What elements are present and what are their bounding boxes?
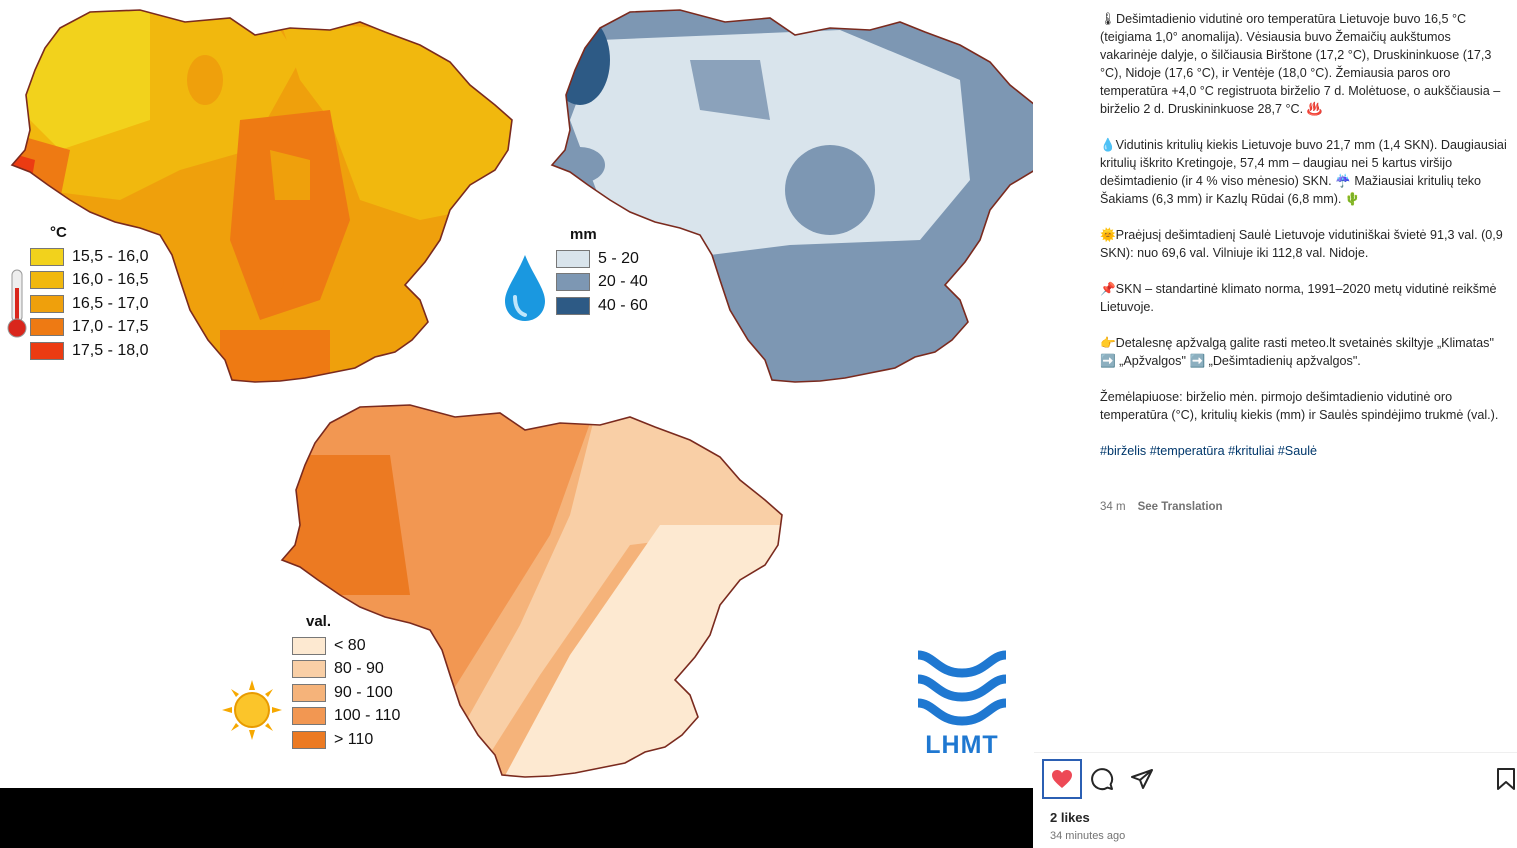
temperature-legend-label: 16,5 - 17,0 bbox=[72, 294, 149, 312]
sunshine-legend: val. < 80 80 - 90 90 - 100 100 - 110 > 110 bbox=[292, 613, 400, 752]
temperature-unit: °C bbox=[50, 224, 67, 241]
temperature-legend: °C 15,5 - 16,0 16,0 - 16,5 16,5 - 17,0 17,0… bbox=[30, 224, 149, 363]
save-button[interactable] bbox=[1486, 759, 1517, 799]
like-button[interactable] bbox=[1042, 759, 1082, 799]
sunshine-legend-label: 80 - 90 bbox=[334, 660, 384, 678]
share-icon bbox=[1131, 769, 1153, 789]
temperature-legend-swatch bbox=[30, 318, 64, 337]
temperature-legend-label: 17,0 - 17,5 bbox=[72, 318, 149, 336]
precipitation-legend-label: 40 - 60 bbox=[598, 296, 648, 314]
temperature-legend-label: 17,5 - 18,0 bbox=[72, 341, 149, 359]
precipitation-legend-swatch bbox=[556, 296, 590, 315]
temperature-legend-rows: 15,5 - 16,0 16,0 - 16,5 16,5 - 17,0 17,0 - … bbox=[30, 245, 149, 363]
temperature-legend-item: 17,5 - 18,0 bbox=[30, 339, 149, 363]
temperature-legend-label: 16,0 - 16,5 bbox=[72, 271, 149, 289]
precipitation-unit: mm bbox=[570, 226, 597, 243]
temperature-legend-item: 15,5 - 16,0 bbox=[30, 245, 149, 269]
precipitation-legend-item: 5 - 20 bbox=[556, 247, 648, 271]
temperature-legend-item: 16,5 - 17,0 bbox=[30, 292, 149, 316]
water-drop-icon bbox=[503, 253, 547, 328]
precipitation-legend-swatch bbox=[556, 273, 590, 292]
precipitation-legend-label: 5 - 20 bbox=[598, 249, 639, 267]
sunshine-legend-label: < 80 bbox=[334, 636, 366, 654]
post-caption: 🌡Dešimtadienio vidutinė oro temperatūra … bbox=[1100, 10, 1510, 478]
sunshine-unit: val. bbox=[306, 613, 332, 630]
likes-count[interactable]: 2 likes bbox=[1050, 810, 1090, 825]
sunshine-legend-item: < 80 bbox=[292, 634, 400, 658]
caption-meta: 34 m See Translation bbox=[1100, 501, 1223, 513]
precipitation-legend: mm 5 - 20 20 - 40 40 - 60 bbox=[556, 226, 648, 318]
see-translation-button[interactable]: See Translation bbox=[1137, 501, 1223, 513]
post-media: °C 15,5 - 16,0 16,0 - 16,5 16,5 - 17,0 17,0… bbox=[0, 0, 1053, 848]
precipitation-legend-swatch bbox=[556, 249, 590, 268]
temperature-legend-item: 16,0 - 16,5 bbox=[30, 269, 149, 293]
comment-icon bbox=[1091, 768, 1114, 791]
temperature-legend-swatch bbox=[30, 271, 64, 290]
media-letterbox bbox=[0, 788, 1033, 848]
lhmt-logo: LHMT bbox=[914, 645, 1010, 761]
precipitation-map bbox=[551, 9, 1053, 383]
divider bbox=[1034, 752, 1517, 753]
caption-paragraph: 🌡Dešimtadienio vidutinė oro temperatūra … bbox=[1100, 12, 1504, 116]
post-sidebar: 🌡Dešimtadienio vidutinė oro temperatūra … bbox=[1034, 0, 1517, 848]
heart-icon bbox=[1052, 770, 1072, 788]
temperature-legend-swatch bbox=[30, 247, 64, 266]
sunshine-legend-label: > 110 bbox=[334, 730, 374, 748]
precipitation-legend-item: 40 - 60 bbox=[556, 294, 648, 318]
precipitation-legend-rows: 5 - 20 20 - 40 40 - 60 bbox=[556, 247, 648, 318]
comment-button[interactable] bbox=[1082, 759, 1122, 799]
sunshine-legend-item: 90 - 100 bbox=[292, 681, 400, 705]
sun-icon bbox=[220, 678, 284, 747]
lhmt-logo-text: LHMT bbox=[925, 731, 999, 759]
action-bar bbox=[1034, 758, 1517, 802]
temperature-legend-item: 17,0 - 17,5 bbox=[30, 316, 149, 340]
temperature-legend-swatch bbox=[30, 341, 64, 360]
caption-paragraph: 📌SKN – standartinė klimato norma, 1991–2… bbox=[1100, 282, 1500, 314]
caption-paragraph: Žemėlapiuose: birželio mėn. pirmojo deši… bbox=[1100, 390, 1499, 422]
caption-paragraph: 💧Vidutinis kritulių kiekis Lietuvoje buv… bbox=[1100, 138, 1511, 206]
maps-svg bbox=[11, 9, 1053, 778]
share-button[interactable] bbox=[1122, 759, 1162, 799]
temperature-legend-swatch bbox=[30, 294, 64, 313]
temperature-legend-label: 15,5 - 16,0 bbox=[72, 247, 149, 265]
sunshine-legend-rows: < 80 80 - 90 90 - 100 100 - 110 > 110 bbox=[292, 634, 400, 752]
precipitation-legend-label: 20 - 40 bbox=[598, 273, 648, 291]
sunshine-legend-swatch bbox=[292, 730, 326, 749]
sunshine-legend-item: > 110 bbox=[292, 728, 400, 752]
sunshine-map bbox=[281, 404, 783, 778]
sunshine-legend-swatch bbox=[292, 660, 326, 679]
caption-paragraph: 👉Detalesnę apžvalgą galite rasti meteo.l… bbox=[1100, 336, 1498, 368]
caption-paragraph: 🌞Praėjusį dešimtadienį Saulė Lietuvoje v… bbox=[1100, 228, 1507, 260]
sunshine-legend-label: 100 - 110 bbox=[334, 707, 401, 725]
sunshine-legend-swatch bbox=[292, 636, 326, 655]
sunshine-legend-item: 80 - 90 bbox=[292, 658, 400, 682]
bookmark-icon bbox=[1497, 768, 1515, 790]
maps-image: °C 15,5 - 16,0 16,0 - 16,5 16,5 - 17,0 17,0… bbox=[6, 9, 1053, 778]
sunshine-legend-swatch bbox=[292, 707, 326, 726]
precipitation-legend-item: 20 - 40 bbox=[556, 271, 648, 295]
post-timestamp[interactable]: 34 minutes ago bbox=[1050, 830, 1126, 842]
sunshine-legend-swatch bbox=[292, 683, 326, 702]
sunshine-legend-label: 90 - 100 bbox=[334, 683, 393, 701]
thermometer-icon bbox=[6, 268, 28, 345]
sunshine-legend-item: 100 - 110 bbox=[292, 705, 400, 729]
hashtags-link[interactable]: #birželis #temperatūra #krituliai #Saulė bbox=[1100, 444, 1318, 458]
post-age: 34 m bbox=[1100, 501, 1126, 513]
